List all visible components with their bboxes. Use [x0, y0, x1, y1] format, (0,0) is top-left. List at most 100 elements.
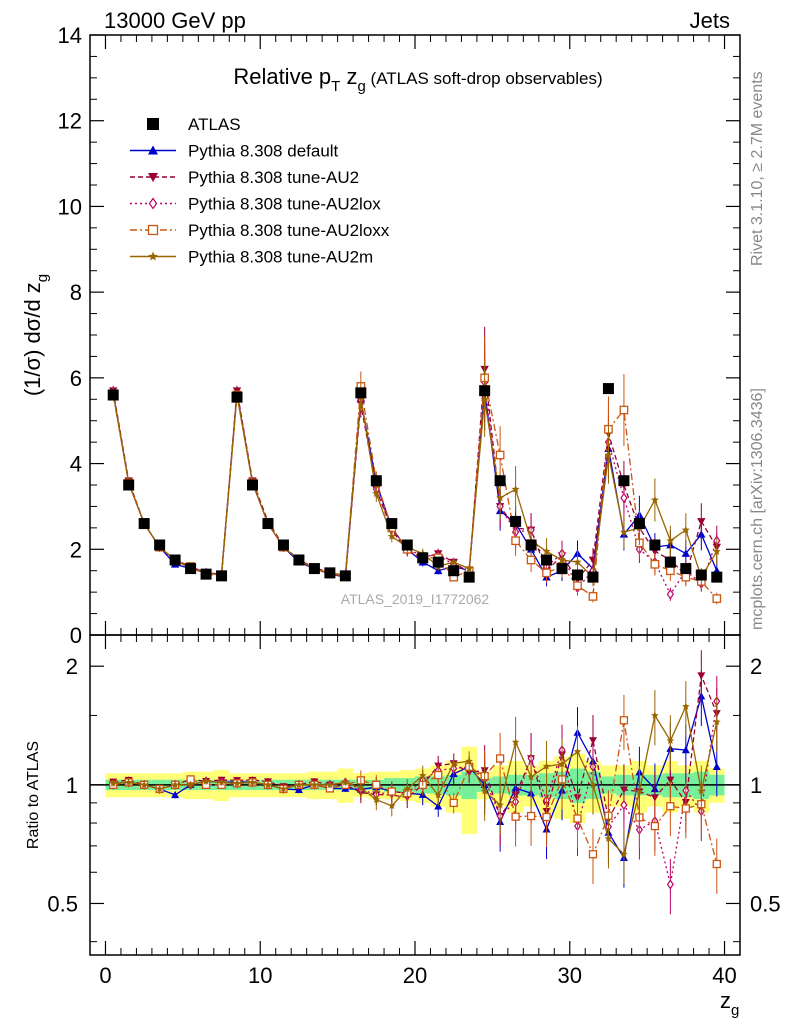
data-point-default [681, 549, 691, 557]
ratio-point-au2loxx [681, 804, 690, 813]
mcplots-credit-text: mcplots.cern.ch [arXiv:1306.3436] [749, 388, 766, 630]
ratio-point-au2lox [620, 799, 628, 811]
ratio-point-default [712, 762, 721, 771]
data-point-au2loxx [650, 559, 660, 569]
data-point-au2loxx [666, 566, 675, 576]
data-point-au2loxx [511, 536, 520, 546]
data-point-atlas [680, 563, 692, 575]
ratio-point-default [171, 790, 180, 799]
data-point-atlas [169, 554, 181, 566]
x-tick-label: 0 [99, 963, 111, 988]
ratio-point-au2m [155, 785, 164, 793]
data-point-atlas [448, 565, 460, 577]
ratio-point-au2m [589, 780, 597, 789]
data-point-au2m [558, 555, 566, 564]
ratio-point-au2m [604, 834, 613, 842]
y-tick-label: 4 [70, 452, 82, 477]
ratio-point-au2m [124, 778, 133, 786]
data-point-atlas [479, 385, 491, 397]
ratio-point-au2loxx [526, 811, 536, 821]
data-point-atlas [572, 569, 583, 581]
data-point-atlas [107, 389, 119, 401]
data-point-atlas [417, 552, 429, 564]
ratio-y-tick-label-right: 2 [750, 654, 762, 679]
data-point-au2m [480, 395, 489, 403]
legend-marker-default [148, 145, 158, 155]
ratio-point-au2m [496, 801, 504, 809]
ratio-point-au2m [279, 785, 288, 793]
data-point-au2m [650, 495, 659, 504]
data-point-au2loxx [573, 581, 582, 591]
data-point-atlas [587, 571, 599, 583]
data-point-au2loxx [681, 572, 691, 582]
ratio-point-au2m [480, 786, 489, 795]
data-point-atlas [216, 570, 228, 582]
legend-label-au2: Pythia 8.308 tune-AU2 [188, 168, 359, 187]
ratio-line-au2loxx [113, 720, 718, 865]
ratio-point-au2m [248, 778, 257, 786]
ratio-point-au2m [109, 779, 117, 787]
data-point-atlas [262, 518, 274, 530]
data-point-au2m [465, 564, 474, 572]
series-line-au2m [112, 392, 718, 579]
data-point-atlas [541, 554, 553, 566]
data-point-atlas [618, 475, 630, 487]
data-point-au2m [542, 547, 551, 555]
data-point-au2m [666, 536, 675, 545]
ratio-point-au2m [666, 736, 675, 744]
ratio-point-default [434, 802, 443, 810]
ratio-point-au2m [713, 717, 721, 726]
ratio-y-tick-label: 0.5 [47, 891, 78, 916]
y-tick-label: 0 [70, 623, 82, 648]
ratio-y-tick-label-right: 1 [750, 773, 762, 798]
ratio-point-au2 [666, 776, 675, 784]
ratio-point-au2lox [666, 879, 674, 890]
legend-label-au2lox: Pythia 8.308 tune-AU2lox [188, 195, 381, 214]
ratio-point-au2m [202, 777, 210, 785]
ratio-point-default [681, 745, 690, 754]
ratio-point-au2m [449, 759, 458, 767]
ratio-point-au2m [295, 780, 303, 789]
ratio-point-au2m [388, 801, 396, 810]
data-point-au2m [573, 557, 582, 566]
data-point-atlas [633, 518, 645, 530]
ratio-point-au2m [357, 783, 365, 792]
ratio-point-au2m [573, 747, 582, 755]
y-tick-label: 2 [70, 537, 82, 562]
data-point-au2loxx [495, 450, 505, 460]
main-axis-ticks: 0 2 4 6 8 10 12 14 [58, 23, 741, 648]
y-tick-label: 10 [58, 194, 82, 219]
x-tick-label: 20 [403, 963, 427, 988]
legend-marker-au2loxx [147, 224, 159, 236]
ratio-point-au2loxx [712, 859, 721, 869]
legend-label-atlas: ATLAS [188, 115, 241, 134]
ratio-series-layer [109, 650, 721, 915]
y-tick-label: 8 [70, 280, 82, 305]
data-point-atlas [123, 479, 135, 491]
x-tick-label: 30 [558, 963, 582, 988]
ratio-point-au2loxx [650, 821, 660, 831]
data-point-atlas [154, 539, 166, 551]
data-point-atlas [401, 539, 413, 551]
ratio-point-au2m [542, 762, 551, 770]
data-point-au2m [511, 485, 520, 493]
data-point-atlas [293, 554, 305, 566]
data-point-au2m [681, 525, 690, 534]
ratio-point-au2 [697, 672, 706, 680]
ratio-line-au2m [113, 704, 718, 856]
ratio-point-au2m [465, 757, 473, 765]
data-point-atlas [695, 569, 707, 581]
x-axis-label: zg [720, 988, 739, 1019]
ratio-point-au2m [341, 778, 350, 786]
ratio-point-au2m [697, 787, 706, 795]
ratio-line-au2lox [113, 701, 718, 885]
ratio-y-tick-label: 2 [66, 654, 78, 679]
ratio-y-tick-label: 1 [66, 773, 78, 798]
legend: ATLAS Pythia 8.308 default Pythia 8.308 tu… [130, 115, 390, 267]
ratio-point-au2 [588, 737, 597, 745]
ratio-point-au2m [403, 785, 412, 793]
data-point-au2m [449, 557, 458, 566]
data-point-au2loxx [526, 555, 536, 565]
y-tick-label: 12 [58, 109, 82, 134]
header-right: Jets [690, 8, 730, 33]
